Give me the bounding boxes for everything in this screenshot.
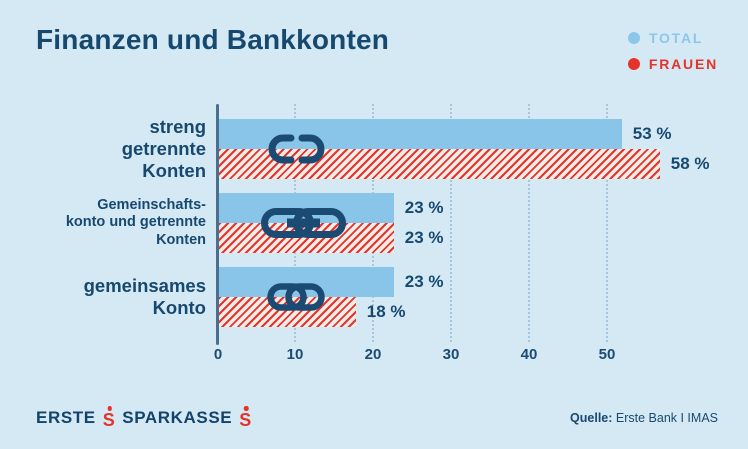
total-bar — [219, 267, 394, 297]
sparkasse-s-dot — [243, 406, 249, 411]
sparkasse-s-icon: S — [239, 406, 252, 429]
frauen-bar-line: 58 % — [219, 149, 710, 179]
gridline-30 — [450, 104, 452, 342]
bar-group-streng-getrennte-konten: 53 % 58 % — [219, 119, 710, 179]
sparkasse-s-dot — [107, 406, 112, 411]
erste-sparkasse-logo: ERSTE S SPARKASSE S — [36, 406, 252, 429]
interlocked-rings-icon — [267, 283, 325, 311]
frauen-dot-icon — [627, 58, 640, 70]
category-label-gemeinsames-konto: gemeinsames Konto — [83, 275, 206, 318]
bar-group-gemeinsames-konto: 23 % 18 % — [219, 267, 444, 327]
legend-item-total: TOTAL — [627, 30, 704, 46]
legend: TOTAL FRAUEN — [627, 30, 718, 72]
x-tick-label: 20 — [364, 346, 382, 363]
source-prefix: Quelle: — [570, 411, 613, 425]
x-tick-label: 40 — [520, 346, 538, 363]
x-tick-label: 10 — [286, 346, 304, 363]
page-title: Finanzen und Bankkonten — [36, 24, 390, 55]
frauen-bar — [219, 149, 660, 179]
category-label-streng-getrennte-konten: streng getrennte Konten — [121, 116, 206, 181]
sparkasse-wordmark: SPARKASSE — [122, 407, 233, 427]
chain-links-icon — [261, 208, 346, 238]
frauen-value-label: 18 % — [366, 302, 406, 321]
total-value-label: 23 % — [404, 198, 444, 217]
x-tick-label: 30 — [442, 346, 460, 363]
legend-item-frauen: FRAUEN — [627, 56, 718, 72]
frauen-value-label: 58 % — [670, 154, 710, 173]
category-label-gemeinschaftskonto: Gemeinschafts- konto und getrennte Konte… — [65, 197, 206, 248]
sparkasse-s-icon: S — [103, 406, 116, 429]
source-note: Quelle: Erste Bank I IMAS — [570, 411, 718, 425]
total-bar-line: 53 % — [219, 119, 710, 149]
gridline-40 — [528, 104, 530, 342]
bar-group-gemeinschaftskonto: 23 % 23 % — [219, 193, 444, 253]
x-tick-label: 0 — [213, 346, 223, 363]
total-dot-icon — [627, 32, 640, 44]
total-bar — [219, 119, 622, 149]
erste-wordmark: ERSTE — [36, 407, 96, 427]
frauen-bar-line: 18 % — [219, 297, 444, 327]
total-value-label: 53 % — [632, 124, 672, 143]
broken-chain-icon — [268, 134, 325, 164]
x-tick-label: 50 — [598, 346, 616, 363]
total-value-label: 23 % — [404, 272, 444, 291]
source-text: Erste Bank I IMAS — [612, 411, 718, 425]
legend-frauen-label: FRAUEN — [648, 56, 718, 72]
gridline-50 — [606, 104, 608, 342]
total-bar-line: 23 % — [219, 267, 444, 297]
legend-total-label: TOTAL — [648, 30, 704, 46]
frauen-value-label: 23 % — [404, 228, 444, 247]
y-axis-line — [216, 104, 219, 345]
